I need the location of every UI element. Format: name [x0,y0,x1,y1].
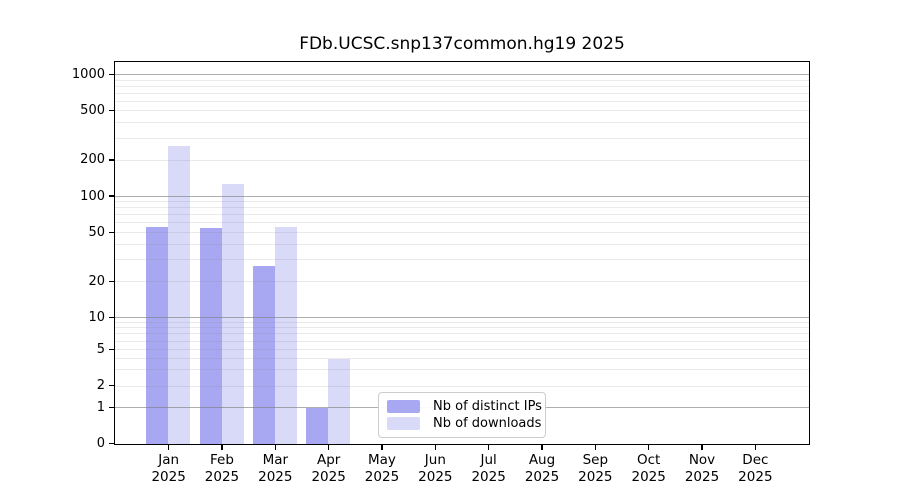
legend: Nb of distinct IPs Nb of downloads [378,392,546,438]
x-tick-mark [434,445,436,450]
x-tick-year: 2025 [418,469,453,485]
x-tick-year: 2025 [258,469,293,485]
x-tick-year: 2025 [631,469,666,485]
x-tick-year: 2025 [311,469,346,485]
bar-downloads-feb [221,183,244,444]
x-tick-month: Feb [210,452,234,468]
bar-downloads-jan [168,146,191,444]
x-tick-month: May [368,452,396,468]
y-tick-label: 50 [88,224,105,240]
x-tick-label: Dec 2025 [723,452,787,486]
x-tick-month: Sep [582,452,609,468]
legend-entry-distinct-ips: Nb of distinct IPs [387,398,542,415]
x-tick-label: Sep 2025 [563,452,627,486]
y-tick-label: 100 [80,188,105,204]
y-tick-label: 0 [96,436,105,452]
x-tick-month: Oct [637,452,661,468]
x-tick-mark [168,445,170,450]
x-tick-mark [754,445,756,450]
x-tick-label: Oct 2025 [617,452,681,486]
legend-swatch-distinct-ips [387,400,420,413]
x-tick-mark [648,445,650,450]
bar-distinct-ips-apr [306,407,329,444]
x-tick-label: Jan 2025 [137,452,201,486]
x-tick-mark [221,445,223,450]
y-tick-mark [109,195,114,197]
chart-title: FDb.UCSC.snp137common.hg19 2025 [299,34,625,54]
x-tick-label: Feb 2025 [190,452,254,486]
y-tick-mark [109,159,114,161]
x-tick-year: 2025 [578,469,613,485]
x-tick-mark [594,445,596,450]
x-tick-month: Mar [262,452,289,468]
y-tick-mark [109,109,114,111]
y-tick-mark [109,73,114,76]
y-tick-label: 5 [96,341,105,357]
bar-distinct-ips-feb [199,228,222,444]
x-tick-label: Apr 2025 [297,452,361,486]
y-tick-mark [109,385,114,387]
legend-label: Nb of distinct IPs [433,399,542,414]
bar-downloads-apr [328,358,351,444]
x-tick-year: 2025 [151,469,186,485]
x-tick-year: 2025 [524,469,560,485]
x-tick-mark [328,445,330,450]
x-tick-label: Mar 2025 [243,452,307,486]
x-tick-month: Jun [424,452,446,468]
x-tick-mark [541,445,543,450]
y-tick-label: 10 [88,309,105,325]
x-tick-month: Nov [688,452,716,468]
y-axis: 0 1 2 5 10 20 50 100 200 500 1000 [0,61,114,451]
x-tick-month: Dec [742,452,769,468]
x-tick-label: Jul 2025 [457,452,521,486]
legend-entry-downloads: Nb of downloads [387,415,541,432]
y-tick-label: 1000 [71,67,105,82]
x-axis: Jan 2025 Feb 2025 Mar 2025 Apr 2025 May 2025 Jun 20… [114,445,810,500]
legend-label: Nb of downloads [433,416,542,431]
x-tick-year: 2025 [738,469,773,485]
bar-distinct-ips-mar [253,265,275,444]
x-tick-mark [701,445,703,450]
x-tick-mark [381,445,383,450]
x-tick-month: Jul [480,452,497,468]
x-tick-year: 2025 [471,469,506,485]
y-tick-label: 1 [96,399,105,415]
y-tick-mark [109,348,114,350]
y-tick-label: 20 [88,273,105,289]
bars-layer [115,62,809,444]
x-tick-label: Nov 2025 [670,452,734,486]
x-tick-mark [488,445,490,450]
legend-swatch-downloads [387,417,420,430]
x-tick-year: 2025 [204,469,240,485]
x-tick-label: Jun 2025 [403,452,467,486]
y-tick-label: 2 [96,378,105,394]
y-tick-mark [109,231,114,233]
y-tick-mark [109,406,114,408]
x-tick-label: May 2025 [350,452,414,486]
x-tick-year: 2025 [684,469,720,485]
plot-area [114,61,810,445]
y-tick-label: 500 [80,102,105,118]
bar-distinct-ips-jan [146,227,169,444]
x-tick-mark [274,445,276,450]
x-tick-label: Aug 2025 [510,452,574,486]
y-tick-mark [109,316,114,318]
bar-downloads-mar [275,226,297,444]
x-tick-year: 2025 [364,469,400,485]
y-tick-label: 200 [80,152,105,168]
y-tick-mark [109,443,114,445]
y-tick-mark [109,280,114,283]
x-tick-month: Apr [316,452,341,468]
x-tick-month: Jan [158,452,180,468]
x-tick-month: Aug [528,452,556,468]
